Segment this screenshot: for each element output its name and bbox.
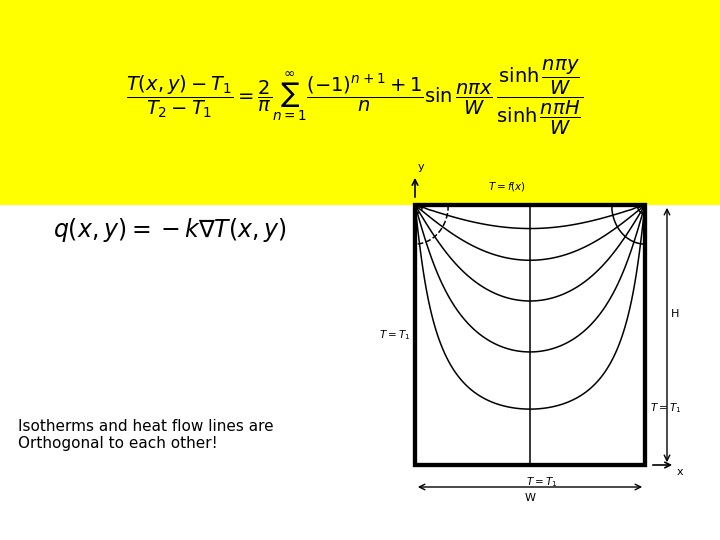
Text: y: y xyxy=(418,162,425,172)
Bar xyxy=(0,0,720,205)
Text: $T = f(x)$: $T = f(x)$ xyxy=(488,180,526,193)
Text: Isotherms and heat flow lines are
Orthogonal to each other!: Isotherms and heat flow lines are Orthog… xyxy=(18,419,274,451)
Text: W: W xyxy=(524,493,536,503)
Text: $T = T_1$: $T = T_1$ xyxy=(526,475,557,489)
Text: H: H xyxy=(671,309,680,319)
Text: $\dfrac{T(x,y)-T_1}{T_2-T_1} = \dfrac{2}{\pi}\sum_{n=1}^{\infty}\dfrac{(-1)^{n+1: $\dfrac{T(x,y)-T_1}{T_2-T_1} = \dfrac{2}… xyxy=(127,58,584,137)
Text: $q(x,y) = -k\nabla T(x,y)$: $q(x,y) = -k\nabla T(x,y)$ xyxy=(53,216,287,244)
Text: x: x xyxy=(677,467,683,477)
Text: $T = T_1$: $T = T_1$ xyxy=(379,328,410,342)
Bar xyxy=(415,205,645,465)
Text: $T = T_1$: $T = T_1$ xyxy=(650,401,681,415)
Bar xyxy=(415,205,645,465)
